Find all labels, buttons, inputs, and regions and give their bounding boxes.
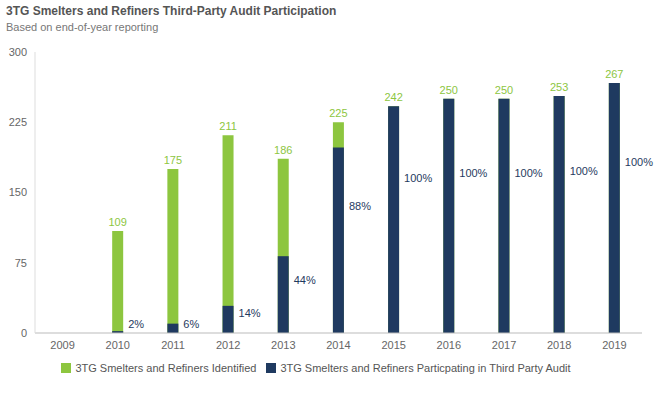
svg-text:0: 0 [21,327,27,339]
svg-text:267: 267 [605,68,623,80]
svg-text:2019: 2019 [602,339,626,351]
html-text:3TG Smelters and Refiners Iden: 3TG Smelters and Refiners Identified [75,362,257,374]
html-text:3TG Smelters and Refiners Thir: 3TG Smelters and Refiners Third-Party Au… [6,4,337,18]
svg-text:14%: 14% [239,307,261,319]
svg-text:2018: 2018 [547,339,571,351]
svg-text:2012: 2012 [216,339,240,351]
svg-text:150: 150 [9,186,27,198]
svg-text:2013: 2013 [271,339,295,351]
svg-text:6%: 6% [183,318,199,330]
svg-text:2016: 2016 [437,339,461,351]
svg-text:2%: 2% [128,318,144,330]
svg-text:100%: 100% [459,167,487,179]
svg-text:250: 250 [440,84,458,96]
svg-text:2015: 2015 [381,339,405,351]
svg-text:2011: 2011 [161,339,185,351]
svg-text:211: 211 [219,120,237,132]
svg-text:2017: 2017 [492,339,516,351]
svg-text:175: 175 [164,154,182,166]
svg-text:2009: 2009 [50,339,74,351]
svg-text:109: 109 [109,216,127,228]
svg-text:2010: 2010 [106,339,130,351]
svg-text:225: 225 [9,116,27,128]
svg-text:100%: 100% [625,156,652,168]
svg-text:253: 253 [550,81,568,93]
svg-text:100%: 100% [570,165,598,177]
svg-text:44%: 44% [294,274,316,286]
svg-text:250: 250 [495,84,513,96]
svg-text:2014: 2014 [326,339,350,351]
svg-text:88%: 88% [349,200,371,212]
html-text:Based on end-of-year reporting: Based on end-of-year reporting [6,21,159,33]
svg-text:242: 242 [384,91,402,103]
svg-text:100%: 100% [514,167,542,179]
svg-text:75: 75 [15,257,27,269]
html-text:3TG Smelters and Refiners Part: 3TG Smelters and Refiners Particpating i… [280,362,571,374]
svg-text:300: 300 [9,46,27,58]
svg-text:186: 186 [274,144,292,156]
svg-text:225: 225 [329,107,347,119]
svg-text:100%: 100% [404,172,432,184]
